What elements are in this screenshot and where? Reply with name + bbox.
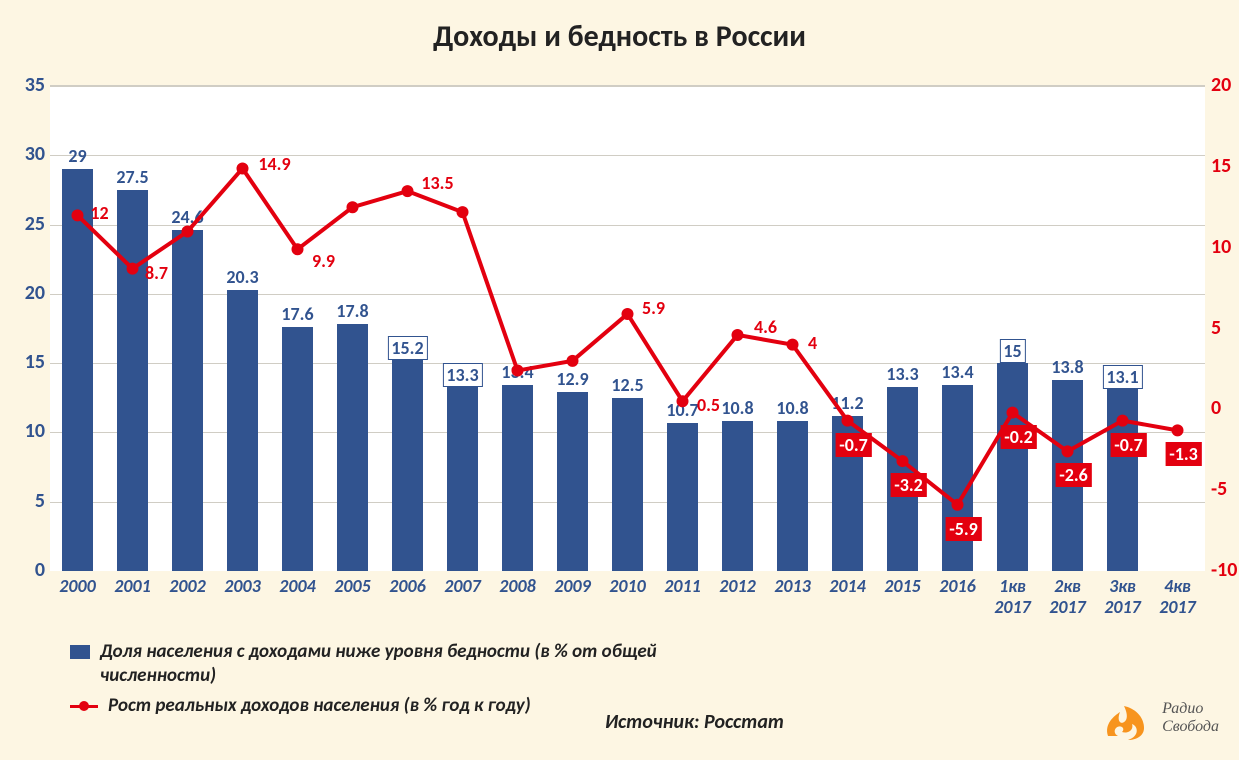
line-data-label: 5.9 [642,297,665,319]
x-tick-label: 2007 [444,576,481,597]
y-left-tick-label: 10 [5,419,45,443]
line-data-label: -0.2 [1000,425,1037,449]
plot-area: 2927.524.620.317.617.815.213.313.412.912… [50,85,1205,571]
x-tick-label: 2001 [114,576,151,597]
brand-text: Радио Свобода [1162,700,1219,735]
legend: Доля населения с доходами ниже уровня бе… [70,640,690,723]
y-right-tick-label: 20 [1211,73,1239,97]
line-data-label: -3.2 [890,473,927,497]
line-data-label: -0.7 [1110,433,1147,457]
y-right-tick-label: -10 [1211,558,1239,582]
brand-logo: Радио Свобода [1100,696,1219,740]
x-tick-label: 2003 [224,576,261,597]
y-right-tick-label: -5 [1211,477,1239,501]
x-tick-label: 2000 [59,576,96,597]
y-right-tick-label: 0 [1211,396,1239,420]
x-tick-label: 2кв2017 [1049,576,1086,617]
brand-text-line2: Свобода [1162,718,1219,736]
line-data-label: 4.6 [754,316,777,338]
y-left-tick-label: 35 [5,73,45,97]
chart-root: Доходы и бедность в России 2927.524.620.… [0,0,1239,760]
x-tick-label: 2005 [334,576,371,597]
y-right-tick-label: 10 [1211,235,1239,259]
x-tick-label: 2013 [774,576,811,597]
x-tick-label: 2011 [664,576,701,597]
x-tick-label: 4кв2017 [1159,576,1196,617]
y-left-tick-label: 20 [5,281,45,305]
x-tick-label: 2014 [829,576,866,597]
line-data-label: 8.7 [145,262,168,284]
line-data-label: 9.9 [312,250,335,272]
x-tick-label: 2010 [609,576,646,597]
x-tick-label: 2009 [554,576,591,597]
y-left-tick-label: 15 [5,350,45,374]
x-tick-label: 2016 [939,576,976,597]
x-tick-label: 2002 [169,576,206,597]
y-left-tick-label: 5 [5,489,45,513]
line-data-label: 4 [808,332,817,354]
brand-text-line1: Радио [1162,700,1219,718]
legend-swatch-bar [70,645,90,659]
line-data-label: -2.6 [1055,463,1092,487]
line-data-label: -5.9 [945,517,982,541]
x-tick-label: 2004 [279,576,316,597]
x-tick-label: 3кв2017 [1104,576,1141,617]
line-data-label: 13.5 [421,172,453,194]
y-left-tick-label: 0 [5,558,45,582]
legend-text-line: Рост реальных доходов населения (в % год… [108,694,690,718]
line-data-label: -0.7 [835,433,872,457]
line-data-label: 0.5 [697,394,720,416]
y-right-tick-label: 5 [1211,316,1239,340]
chart-title: Доходы и бедность в России [0,0,1239,55]
line-data-label: 14.9 [258,153,290,175]
y-left-tick-label: 30 [5,142,45,166]
line-data-label: 12 [90,202,108,224]
legend-swatch-line [70,699,98,713]
x-tick-label: 2006 [389,576,426,597]
legend-item-line: Рост реальных доходов населения (в % год… [70,694,690,718]
x-tick-label: 2015 [884,576,921,597]
y-left-tick-label: 25 [5,212,45,236]
x-tick-label: 2008 [499,576,536,597]
flame-icon [1100,696,1154,740]
x-tick-label: 2012 [719,576,756,597]
source-note: Источник: Росстат [605,710,784,734]
legend-item-bars: Доля населения с доходами ниже уровня бе… [70,640,690,688]
line-data-label: -1.3 [1165,442,1202,466]
legend-text-bars: Доля населения с доходами ниже уровня бе… [100,640,690,688]
line-series [50,86,1205,571]
y-right-tick-label: 15 [1211,154,1239,178]
x-tick-label: 1кв2017 [994,576,1031,617]
